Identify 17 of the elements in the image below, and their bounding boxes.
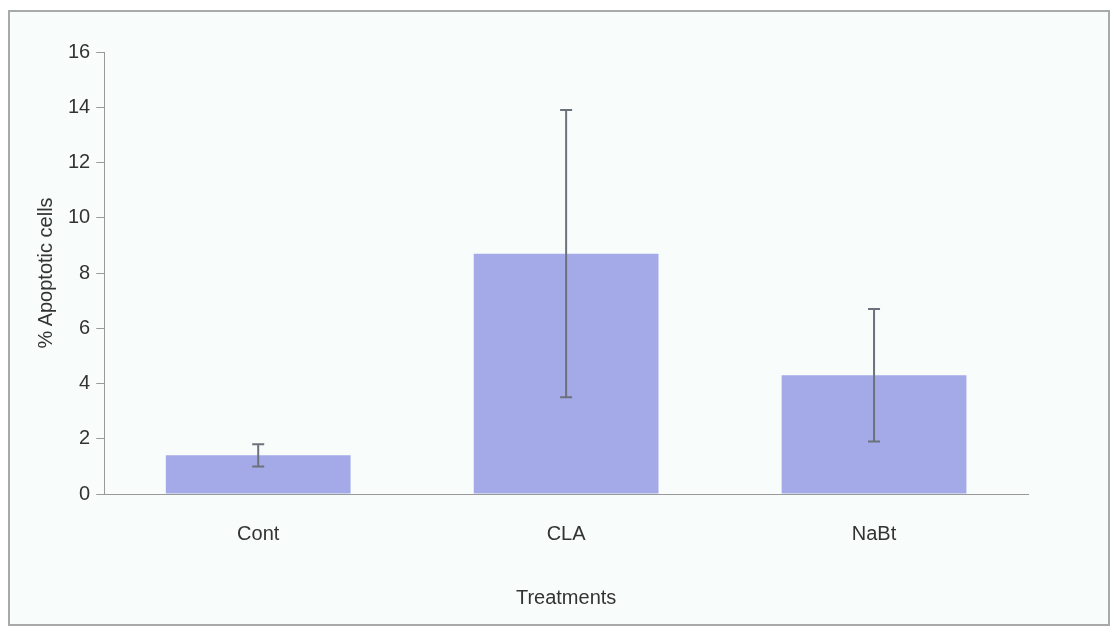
x-axis-title: Treatments xyxy=(515,585,617,608)
y-tick-label: 16 xyxy=(68,39,91,62)
y-tick-label: 8 xyxy=(79,260,91,283)
bar xyxy=(165,455,351,494)
x-tick-label: NaBt xyxy=(851,521,897,544)
bar xyxy=(781,375,967,494)
y-axis-title: % Apoptotic cells xyxy=(33,197,56,349)
x-tick-label: Cont xyxy=(237,521,280,544)
y-tick-label: 0 xyxy=(79,481,91,504)
y-tick-label: 10 xyxy=(68,205,91,228)
x-tick-label: CLA xyxy=(546,521,587,544)
y-tick-label: 4 xyxy=(79,371,91,394)
y-tick-label: 2 xyxy=(79,426,91,449)
y-tick-label: 12 xyxy=(68,150,91,173)
bar xyxy=(473,253,659,494)
y-tick-label: 6 xyxy=(79,315,91,338)
y-tick-label: 14 xyxy=(68,94,91,117)
